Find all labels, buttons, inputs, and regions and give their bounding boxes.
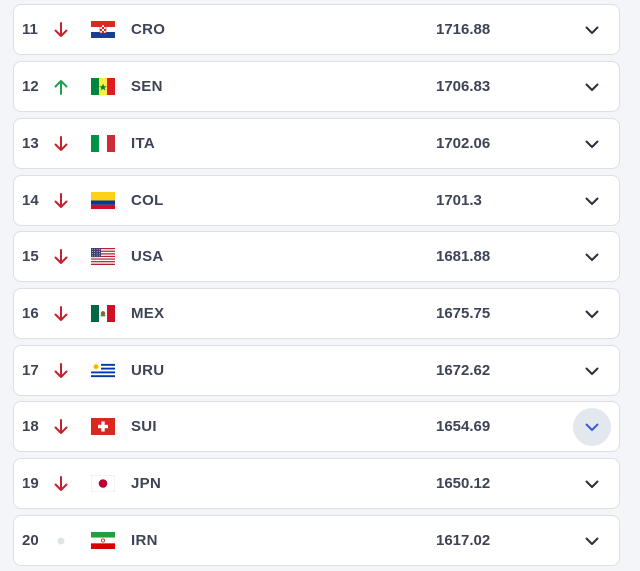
trend-down-icon: [52, 232, 70, 281]
trend-down-icon: [52, 119, 70, 168]
rank-number: 13: [22, 135, 39, 152]
flag-croatia-icon: [91, 21, 115, 38]
team-points: 1672.62: [436, 362, 491, 379]
chevron-down-icon: [585, 253, 599, 262]
flag-usa-icon: [91, 248, 115, 265]
rank-number: 19: [22, 475, 39, 492]
team-points: 1701.3: [436, 192, 482, 209]
trend-up-icon: [52, 62, 70, 111]
ranking-row[interactable]: 16 MEX 1675.75: [13, 288, 620, 339]
chevron-down-icon: [585, 26, 599, 35]
ranking-row[interactable]: 15 USA 1681.88: [13, 231, 620, 282]
ranking-row[interactable]: 12 SEN 1706.83: [13, 61, 620, 112]
team-code: CRO: [131, 21, 166, 38]
rank-number: 20: [22, 532, 39, 549]
rank-number: 11: [22, 21, 38, 38]
team-code: USA: [131, 248, 164, 265]
ranking-row[interactable]: 13 ITA 1702.06: [13, 118, 620, 169]
expand-button[interactable]: [573, 295, 611, 333]
flag-iran-icon: [91, 532, 115, 549]
flag-italy-icon: [91, 135, 115, 152]
trend-down-icon: [52, 402, 70, 451]
chevron-down-icon: [585, 537, 599, 546]
expand-button[interactable]: [573, 408, 611, 446]
team-code: MEX: [131, 305, 165, 322]
expand-button[interactable]: [573, 238, 611, 276]
trend-down-icon: [52, 459, 70, 508]
flag-uruguay-icon: [91, 362, 115, 379]
expand-button[interactable]: [573, 465, 611, 503]
team-points: 1681.88: [436, 248, 491, 265]
team-points: 1716.88: [436, 21, 491, 38]
chevron-down-icon: [585, 423, 599, 432]
chevron-down-icon: [585, 83, 599, 92]
rank-number: 16: [22, 305, 39, 322]
rank-number: 15: [22, 248, 39, 265]
ranking-row[interactable]: 14 COL 1701.3: [13, 175, 620, 226]
chevron-down-icon: [585, 480, 599, 489]
rank-number: 14: [22, 192, 39, 209]
team-points: 1617.02: [436, 532, 491, 549]
ranking-row[interactable]: 17 URU 1672.62: [13, 345, 620, 396]
expand-button[interactable]: [573, 352, 611, 390]
team-points: 1654.69: [436, 418, 491, 435]
team-points: 1702.06: [436, 135, 491, 152]
expand-button[interactable]: [573, 125, 611, 163]
team-code: JPN: [131, 475, 162, 492]
team-code: ITA: [131, 135, 155, 152]
flag-japan-icon: [91, 475, 115, 492]
team-code: COL: [131, 192, 164, 209]
flag-mexico-icon: [91, 305, 115, 322]
flag-colombia-icon: [91, 192, 115, 209]
team-code: SUI: [131, 418, 157, 435]
team-code: SEN: [131, 78, 163, 95]
trend-down-icon: [52, 5, 70, 54]
rank-number: 18: [22, 418, 39, 435]
chevron-down-icon: [585, 367, 599, 376]
trend-down-icon: [52, 289, 70, 338]
team-points: 1650.12: [436, 475, 491, 492]
team-code: URU: [131, 362, 165, 379]
ranking-row[interactable]: 18 SUI 1654.69: [13, 401, 620, 452]
trend-down-icon: [52, 176, 70, 225]
team-code: IRN: [131, 532, 158, 549]
team-points: 1706.83: [436, 78, 491, 95]
chevron-down-icon: [585, 197, 599, 206]
ranking-row[interactable]: 20 IRN 1617.02: [13, 515, 620, 566]
team-points: 1675.75: [436, 305, 491, 322]
flag-senegal-icon: [91, 78, 115, 95]
expand-button[interactable]: [573, 68, 611, 106]
trend-down-icon: [52, 346, 70, 395]
flag-switzerland-icon: [91, 418, 115, 435]
rank-number: 17: [22, 362, 39, 379]
expand-button[interactable]: [573, 522, 611, 560]
trend-same-icon: [52, 516, 70, 565]
rank-number: 12: [22, 78, 39, 95]
ranking-row[interactable]: 11 CRO 1716.88: [13, 4, 620, 55]
ranking-row[interactable]: 19 JPN 1650.12: [13, 458, 620, 509]
expand-button[interactable]: [573, 182, 611, 220]
expand-button[interactable]: [573, 11, 611, 49]
chevron-down-icon: [585, 310, 599, 319]
chevron-down-icon: [585, 140, 599, 149]
